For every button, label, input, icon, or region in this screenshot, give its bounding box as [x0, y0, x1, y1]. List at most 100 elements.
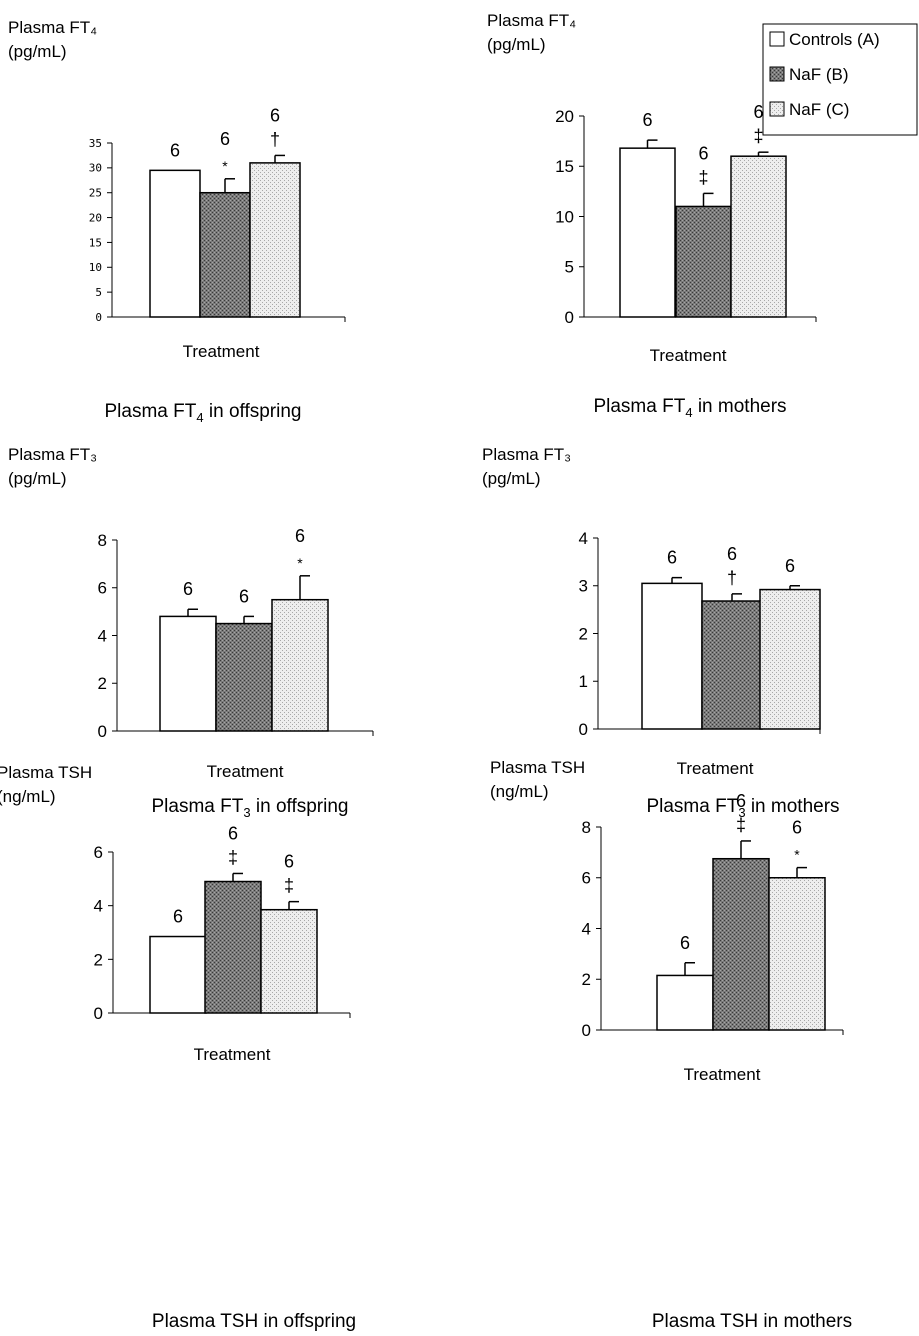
- significance-marker: †: [270, 129, 280, 149]
- y-tick-label: 2: [98, 674, 107, 693]
- legend-box: [762, 23, 918, 136]
- y-tick-label: 6: [94, 843, 103, 862]
- y-tick-label: 10: [555, 207, 574, 226]
- chart-caption: Plasma FT3 in offspring: [152, 796, 349, 820]
- y-tick-label: 3: [579, 577, 588, 596]
- n-label: 6: [228, 823, 238, 843]
- n-label: 6: [183, 579, 193, 599]
- y-axis-unit-label: (ng/mL): [490, 782, 549, 801]
- bar-controls-a: [619, 147, 676, 318]
- y-tick-label: 2: [579, 624, 588, 643]
- y-tick-label: 30: [89, 162, 102, 175]
- n-label: 6: [680, 933, 690, 953]
- y-tick-label: 4: [582, 919, 591, 938]
- bar-naf-b: [675, 205, 732, 318]
- bar-controls-a: [656, 974, 714, 1031]
- n-label: 6: [727, 544, 737, 564]
- y-tick-label: 8: [98, 531, 107, 550]
- bar-naf-b: [199, 191, 251, 318]
- bar-naf-c: [271, 598, 329, 732]
- significance-marker: *: [297, 555, 303, 571]
- y-tick-label: 25: [89, 187, 102, 200]
- n-label: 6: [284, 852, 294, 872]
- y-axis-unit-label: (pg/mL): [487, 35, 546, 54]
- y-tick-label: 6: [98, 579, 107, 598]
- y-tick-label: 20: [555, 107, 574, 126]
- y-axis-unit-label: (ng/mL): [0, 787, 56, 806]
- y-tick-label: 6: [582, 869, 591, 888]
- y-tick-label: 2: [94, 950, 103, 969]
- legend-entry-label: Controls (A): [789, 30, 880, 49]
- n-label: 6: [220, 129, 230, 149]
- chart-caption: Plasma TSH in offspring: [152, 1311, 356, 1332]
- significance-marker: *: [794, 847, 800, 863]
- bar-controls-a: [149, 169, 201, 318]
- bar-naf-c: [260, 908, 318, 1014]
- y-tick-label: 0: [98, 722, 107, 741]
- y-axis-label: Plasma FT₄: [8, 18, 97, 37]
- n-label: 6: [753, 102, 763, 122]
- bar-naf-b: [701, 600, 763, 730]
- y-axis-unit-label: (pg/mL): [8, 469, 67, 488]
- bar-naf-b: [712, 857, 770, 1031]
- y-tick-label: 0: [565, 308, 574, 327]
- chart-panel-tsh-mothers: Plasma TSH (ng/mL) 0 2 4 6 8 6 ‡ 6 * 6 Treatment Plas…: [490, 758, 852, 1332]
- legend: Controls (A) NaF (B) NaF (C): [762, 23, 918, 136]
- y-axis-label: Plasma FT₃: [482, 445, 571, 464]
- y-tick-label: 8: [582, 818, 591, 837]
- significance-marker: †: [727, 568, 737, 588]
- bar-controls-a: [641, 582, 703, 730]
- y-tick-label: 20: [89, 211, 102, 224]
- y-tick-label: 5: [565, 258, 574, 277]
- bar-naf-c: [730, 155, 787, 318]
- bar-naf-b: [215, 622, 273, 732]
- x-axis-label: Treatment: [207, 762, 284, 781]
- x-axis-label: Treatment: [684, 1065, 761, 1084]
- y-tick-label: 4: [98, 626, 107, 645]
- y-axis-label: Plasma TSH: [490, 758, 585, 777]
- y-tick-label: 0: [94, 1004, 103, 1023]
- y-tick-label: 15: [555, 157, 574, 176]
- legend-entry-label: NaF (C): [789, 100, 849, 119]
- significance-marker: ‡: [284, 876, 294, 896]
- significance-marker: ‡: [698, 167, 708, 187]
- y-tick-label: 0: [95, 311, 102, 324]
- n-label: 6: [170, 140, 180, 160]
- y-tick-label: 2: [582, 970, 591, 989]
- bar-naf-c: [768, 877, 826, 1031]
- chart-panel-fT3-offspring: Plasma FT₃ (pg/mL) 0 2 4 6 8 6 6 * 6 Treatment Plasm…: [8, 445, 374, 820]
- chart-panel-fT4-offspring: Plasma FT₄ (pg/mL) 0 5 10 15 20 25 30 35 6 * 6 † 6 Trea…: [8, 18, 346, 425]
- x-axis-label: Treatment: [650, 346, 727, 365]
- y-tick-label: 10: [89, 261, 102, 274]
- chart-caption: Plasma FT4 in offspring: [105, 401, 302, 425]
- chart-caption: Plasma FT4 in mothers: [593, 396, 786, 420]
- bar-naf-b: [204, 880, 262, 1014]
- bar-controls-a: [149, 935, 207, 1014]
- y-tick-label: 0: [579, 720, 588, 739]
- n-label: 6: [173, 907, 183, 927]
- x-axis-label: Treatment: [183, 342, 260, 361]
- y-tick-label: 0: [582, 1021, 591, 1040]
- significance-marker: *: [222, 158, 228, 174]
- y-tick-label: 1: [579, 672, 588, 691]
- n-label: 6: [667, 548, 677, 568]
- chart-panel-tsh-offspring: Plasma TSH (ng/mL) 0 2 4 6 6 ‡ 6 ‡ 6 Treatment Plasm…: [0, 763, 356, 1332]
- bar-naf-c: [249, 162, 301, 318]
- legend-swatch: [769, 31, 785, 47]
- bar-naf-c: [759, 588, 821, 730]
- y-axis-unit-label: (pg/mL): [482, 469, 541, 488]
- legend-swatch: [769, 101, 785, 117]
- y-axis-label: Plasma FT₄: [487, 11, 576, 30]
- x-axis-label: Treatment: [194, 1045, 271, 1064]
- y-axis-label: Plasma TSH: [0, 763, 92, 782]
- bar-controls-a: [159, 615, 217, 732]
- y-tick-label: 15: [89, 236, 102, 249]
- y-tick-label: 35: [89, 137, 102, 150]
- n-label: 6: [736, 791, 746, 811]
- chart-caption: Plasma TSH in mothers: [652, 1311, 852, 1332]
- y-tick-label: 4: [579, 529, 588, 548]
- y-axis-label: Plasma FT₃: [8, 445, 97, 464]
- x-axis-label: Treatment: [677, 759, 754, 778]
